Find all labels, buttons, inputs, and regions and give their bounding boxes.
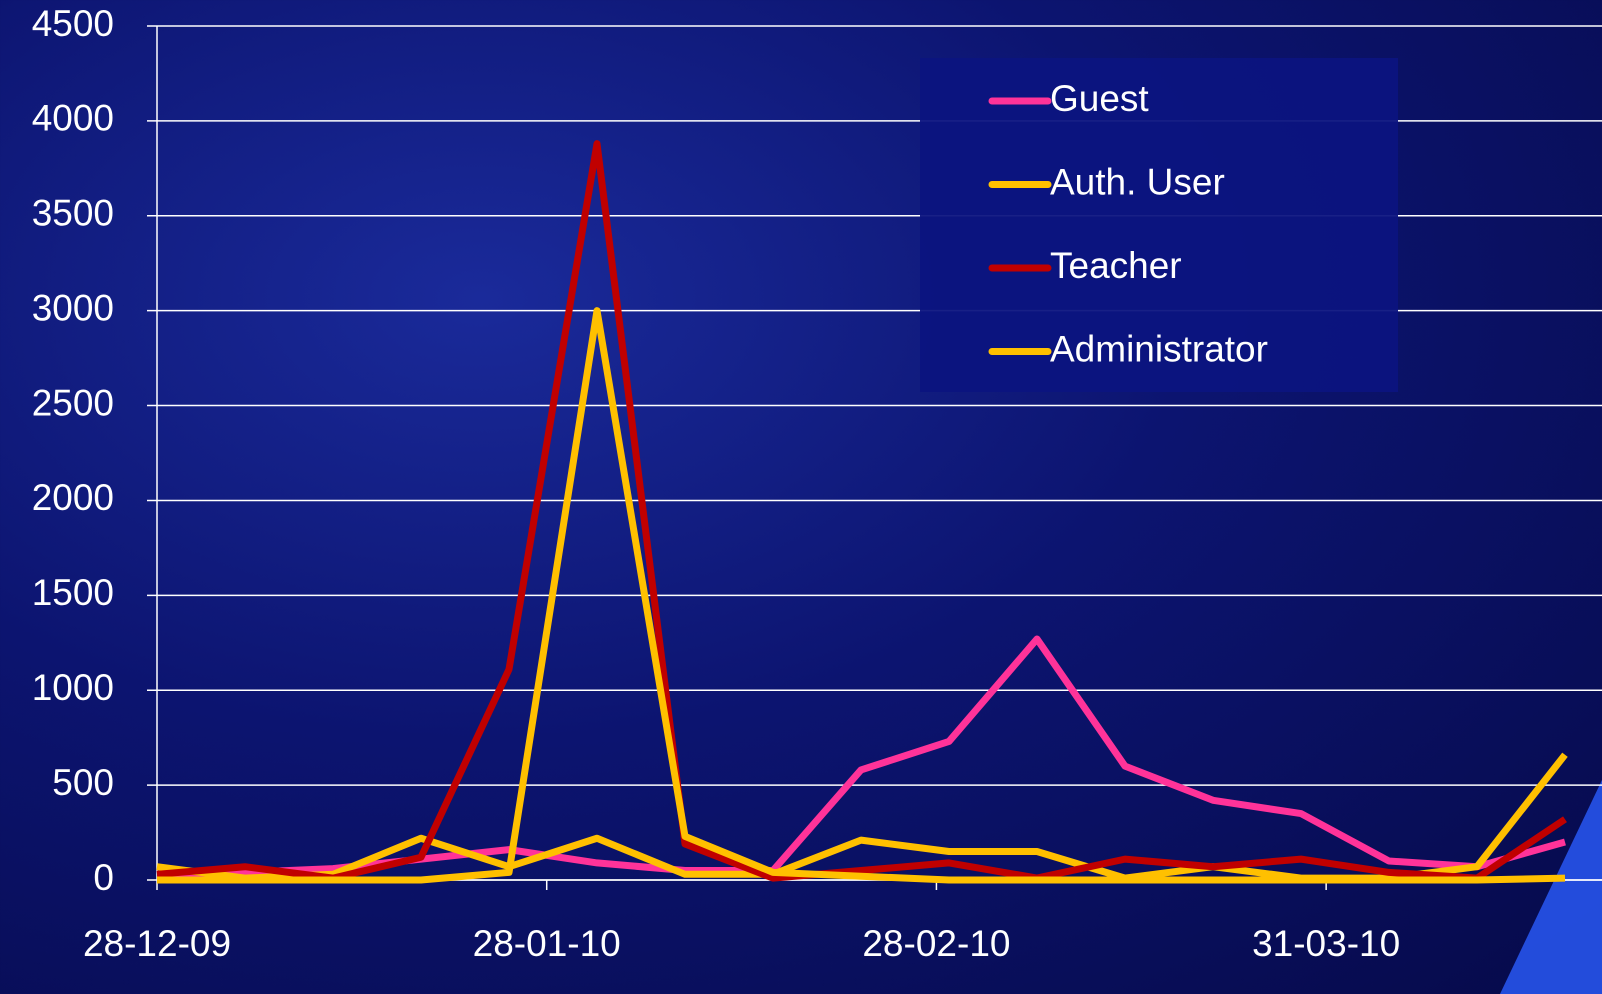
x-tick-label: 28-02-10 bbox=[862, 923, 1010, 964]
y-tick-label: 2000 bbox=[32, 477, 114, 518]
legend-label: Guest bbox=[1050, 78, 1149, 119]
x-tick-label: 28-12-09 bbox=[83, 923, 231, 964]
y-tick-label: 1000 bbox=[32, 667, 114, 708]
x-tick-label: 31-03-10 bbox=[1252, 923, 1400, 964]
legend-label: Administrator bbox=[1050, 328, 1268, 369]
y-tick-label: 500 bbox=[52, 762, 114, 803]
y-tick-label: 3000 bbox=[32, 287, 114, 328]
y-tick-label: 0 bbox=[93, 857, 114, 898]
y-tick-label: 3500 bbox=[32, 193, 114, 234]
series-line bbox=[157, 307, 1566, 884]
y-tick-label: 4000 bbox=[32, 98, 114, 139]
series-line bbox=[156, 140, 1567, 882]
decoration bbox=[1500, 780, 1602, 994]
x-tick-label: 28-01-10 bbox=[473, 923, 621, 964]
y-tick-label: 4500 bbox=[32, 3, 114, 44]
y-tick-label: 1500 bbox=[32, 572, 114, 613]
legend-label: Auth. User bbox=[1050, 161, 1225, 202]
legend-box bbox=[920, 58, 1398, 392]
legend-label: Teacher bbox=[1050, 245, 1182, 286]
y-tick-label: 2500 bbox=[32, 382, 114, 423]
